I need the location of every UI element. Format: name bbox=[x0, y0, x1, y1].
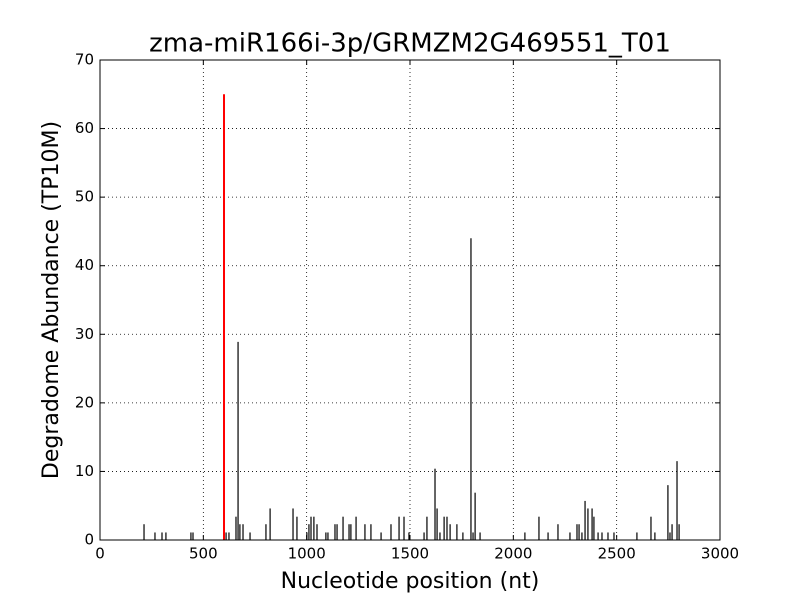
x-tick-label: 2000 bbox=[494, 545, 532, 563]
x-tick-label: 1000 bbox=[288, 545, 326, 563]
x-tick-label: 0 bbox=[95, 545, 105, 563]
y-tick-label: 20 bbox=[75, 393, 94, 411]
plot-frame bbox=[99, 59, 721, 541]
y-tick-label: 60 bbox=[75, 119, 94, 137]
x-tick-label: 3000 bbox=[701, 545, 739, 563]
chart-title: zma-miR166i-3p/GRMZM2G469551_T01 bbox=[149, 29, 671, 59]
x-tick-label: 1500 bbox=[391, 545, 429, 563]
x-axis-label: Nucleotide position (nt) bbox=[281, 569, 540, 594]
y-tick-label: 70 bbox=[75, 51, 94, 69]
y-tick-label: 10 bbox=[75, 462, 94, 480]
x-tick-label: 2500 bbox=[598, 545, 636, 563]
y-axis-label: Degradome Abundance (TP10M) bbox=[39, 121, 64, 479]
y-tick-label: 0 bbox=[84, 531, 94, 549]
y-tick-label: 50 bbox=[75, 188, 94, 206]
x-tick-label: 500 bbox=[189, 545, 218, 563]
y-tick-label: 30 bbox=[75, 325, 94, 343]
y-tick-label: 40 bbox=[75, 256, 94, 274]
